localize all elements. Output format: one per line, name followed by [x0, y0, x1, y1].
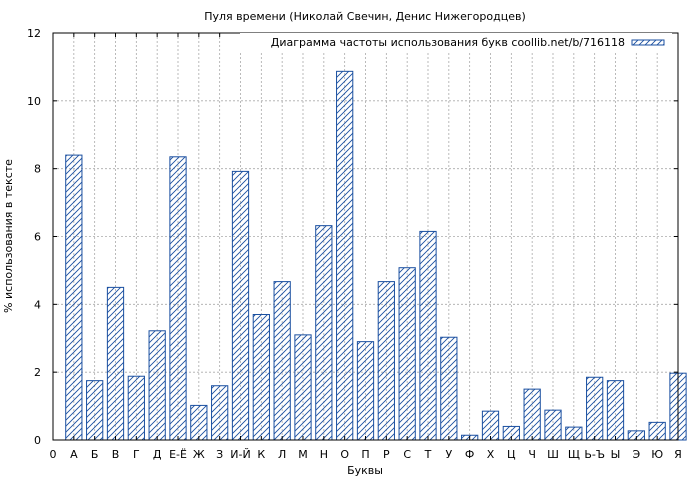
x-tick-label: Г	[133, 448, 140, 461]
bar-Ы	[606, 380, 625, 441]
x-tick-label: Ж	[193, 448, 205, 461]
bar-Х	[481, 410, 500, 441]
x-tick-label: Р	[383, 448, 390, 461]
x-tick-label: Д	[153, 448, 162, 461]
legend: Диаграмма частоты использования букв coo…	[240, 33, 672, 51]
x-tick-label: П	[361, 448, 369, 461]
bar-Ь-Ъ	[586, 376, 604, 441]
bar-Н	[315, 225, 333, 441]
bar-А	[65, 154, 83, 441]
y-tick-label: 4	[34, 298, 41, 311]
x-tick-label: Е-Ё	[169, 448, 187, 461]
x-tick-label: Ь-Ъ	[584, 448, 605, 461]
legend-background	[240, 33, 672, 51]
y-tick-label: 2	[34, 366, 41, 379]
bar-И-Й	[231, 170, 250, 441]
x-tick-label: Ц	[507, 448, 516, 461]
bar-Д	[148, 330, 166, 441]
y-tick-label: 8	[34, 163, 41, 176]
x-tick-label: Ч	[528, 448, 536, 461]
x-tick-label: С	[403, 448, 411, 461]
x-tick-label: О	[340, 448, 349, 461]
x-tick-label: К	[257, 448, 265, 461]
bar-Ж	[190, 404, 208, 441]
bar-Т	[419, 230, 437, 441]
bars	[65, 70, 687, 441]
x-tick-label-origin: 0	[50, 448, 57, 461]
x-tick-label: Х	[487, 448, 495, 461]
bar-Е-Ё	[169, 156, 187, 441]
x-tick-label: У	[445, 448, 452, 461]
y-tick-label: 12	[27, 27, 41, 40]
x-tick-label: А	[70, 448, 78, 461]
chart-title: Пуля времени (Николай Свечин, Денис Ниже…	[204, 10, 526, 23]
bar-Г	[127, 375, 145, 441]
x-tick-label: Щ	[568, 448, 580, 461]
bar-К	[252, 314, 270, 441]
x-tick-label: М	[298, 448, 308, 461]
bar-Б	[86, 380, 104, 441]
bar-Ч	[523, 388, 541, 441]
x-tick-label: Ш	[547, 448, 559, 461]
x-tick-label: Л	[278, 448, 286, 461]
bar-Р	[377, 281, 395, 441]
bar-З	[211, 385, 229, 441]
x-tick-label: Я	[674, 448, 682, 461]
legend-label: Диаграмма частоты использования букв coo…	[271, 36, 625, 49]
bar-С	[398, 267, 416, 441]
bar-О	[336, 70, 354, 441]
x-tick-label: И-Й	[230, 448, 250, 461]
bar-Ш	[544, 409, 562, 441]
x-tick-label: Ю	[651, 448, 663, 461]
bar-Л	[273, 281, 291, 441]
y-tick-label: 6	[34, 231, 41, 244]
x-axis-label: Буквы	[347, 464, 383, 477]
x-tick-label: Ф	[465, 448, 474, 461]
y-tick-label: 0	[34, 434, 41, 447]
bar-П	[356, 341, 375, 441]
y-axis-label: % использования в тексте	[2, 159, 15, 313]
x-tick-label: Б	[91, 448, 99, 461]
legend-swatch	[631, 39, 665, 46]
x-tick-label: З	[216, 448, 223, 461]
x-tick-label: Т	[424, 448, 432, 461]
bar-В	[106, 286, 125, 441]
x-tick-label: Э	[632, 448, 640, 461]
x-tick-label: В	[112, 448, 120, 461]
bar-М	[294, 334, 312, 441]
bar-У	[440, 336, 458, 441]
x-tick-label: Ы	[611, 448, 621, 461]
x-tick-label: Н	[320, 448, 328, 461]
y-tick-label: 10	[27, 95, 41, 108]
